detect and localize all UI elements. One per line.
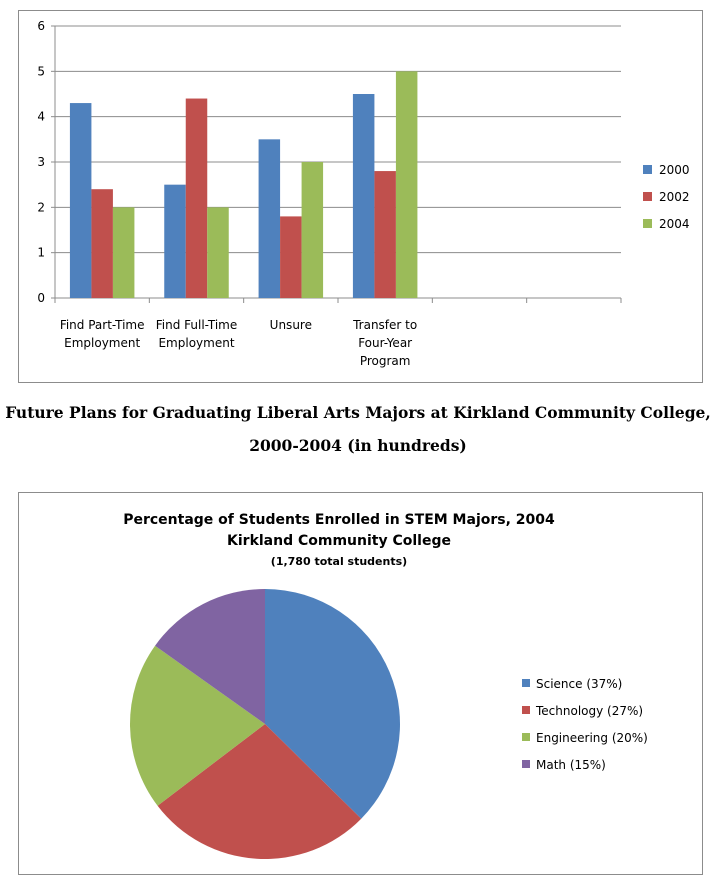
pie-slice — [157, 724, 362, 859]
pie-chart: Percentage of Students Enrolled in STEM … — [123, 512, 648, 859]
y-tick-label: 4 — [37, 110, 45, 124]
y-tick-label: 1 — [37, 246, 45, 260]
legend-label: Math (15%) — [536, 758, 606, 772]
bar-2004 — [112, 207, 135, 298]
bar-2000 — [69, 103, 92, 298]
y-tick-label: 3 — [37, 155, 45, 169]
x-tick-label: Find Full-Time — [156, 318, 238, 332]
caption-line-1: Future Plans for Graduating Liberal Arts… — [5, 403, 711, 422]
x-tick-label: Employment — [64, 336, 140, 350]
y-tick-label: 0 — [37, 291, 45, 305]
legend-swatch — [643, 219, 652, 228]
y-tick-label: 5 — [37, 64, 45, 78]
y-tick-label: 2 — [37, 200, 45, 214]
pie-slice — [130, 645, 265, 806]
bar-2004 — [207, 207, 229, 298]
legend-label: Science (37%) — [536, 677, 622, 691]
pie-title: Percentage of Students Enrolled in STEM … — [123, 512, 555, 528]
bar-2000 — [258, 139, 281, 298]
bar-chart-caption: Future Plans for Graduating Liberal Arts… — [0, 396, 716, 462]
bar-2002 — [374, 171, 396, 298]
legend-swatch — [522, 760, 530, 768]
legend-swatch — [643, 192, 652, 201]
bar-chart-panel: 0 1 2 3 4 5 6 Find Part-Time Employment Find Full… — [18, 10, 703, 383]
bar-2002 — [280, 216, 302, 298]
caption-line-2: 2000-2004 (in hundreds) — [249, 436, 467, 455]
x-tick-label: Find Part-Time — [60, 318, 145, 332]
legend-swatch — [643, 165, 652, 174]
bar-2002 — [185, 98, 208, 299]
x-tick-label: Employment — [158, 336, 234, 350]
x-tick-label: Program — [360, 354, 411, 368]
legend-swatch — [522, 706, 530, 714]
x-tick-label: Unsure — [270, 318, 312, 332]
legend-swatch — [522, 733, 530, 741]
pie-slice — [155, 589, 265, 724]
legend-label: 2004 — [659, 217, 690, 231]
y-tick-label: 6 — [37, 19, 45, 33]
bar-2004 — [395, 71, 418, 298]
legend-label: 2000 — [659, 163, 690, 177]
pie-subtitle: Kirkland Community College — [227, 533, 451, 549]
pie-slice — [265, 589, 400, 819]
bar-chart: 0 1 2 3 4 5 6 Find Part-Time Employment Find Full… — [37, 19, 690, 368]
bar-2004 — [301, 162, 324, 298]
x-tick-label: Four-Year — [358, 336, 412, 350]
pie-chart-panel: Percentage of Students Enrolled in STEM … — [18, 492, 703, 875]
legend-swatch — [522, 679, 530, 687]
bar-2000 — [352, 94, 375, 298]
pie-note: (1,780 total students) — [271, 555, 407, 568]
legend-label: Technology (27%) — [535, 704, 643, 718]
legend-label: Engineering (20%) — [536, 731, 648, 745]
legend-label: 2002 — [659, 190, 690, 204]
bar-2000 — [164, 184, 186, 298]
x-tick-label: Transfer to — [352, 318, 417, 332]
bar-2002 — [91, 189, 113, 298]
